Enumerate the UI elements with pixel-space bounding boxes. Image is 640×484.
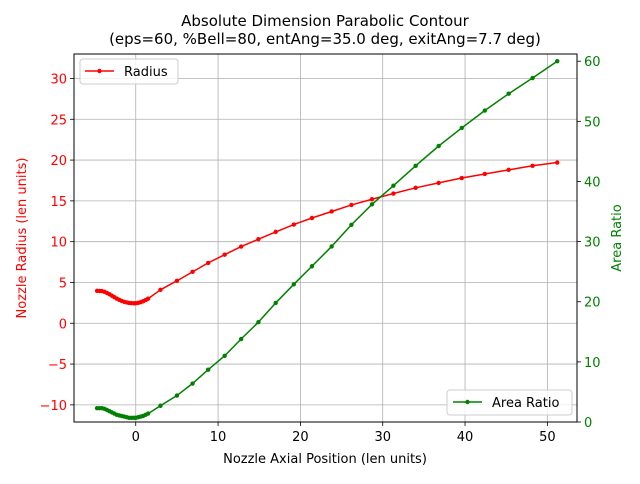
y-tick-label-right: 30	[584, 236, 601, 251]
radius-point	[145, 296, 151, 301]
legend-radius-label: Radius	[124, 65, 168, 80]
area-ratio-point	[291, 282, 297, 287]
y-tick-label-right: 40	[584, 175, 601, 190]
x-axis-label: Nozzle Axial Position (len units)	[223, 452, 427, 467]
area-ratio-point	[145, 411, 151, 416]
area-ratio-point	[459, 125, 464, 131]
legend-area-ratio-label: Area Ratio	[492, 396, 559, 411]
area-ratio-point	[174, 393, 180, 398]
x-tick-label: 30	[374, 430, 391, 445]
area-ratio-point	[158, 403, 163, 408]
y-tick-label-right: 0	[584, 416, 592, 431]
y-tick-label-right: 60	[584, 55, 601, 70]
radius-point	[205, 260, 211, 266]
chart-title: Absolute Dimension Parabolic Contour	[181, 12, 470, 30]
x-tick-label: 40	[457, 430, 474, 445]
y-tick-label-right: 20	[584, 296, 601, 311]
radius-point	[555, 160, 560, 165]
area-ratio-point	[256, 319, 261, 325]
area-ratio-point	[222, 353, 227, 359]
area-ratio-point	[329, 244, 334, 249]
x-tick-label: 50	[539, 430, 556, 445]
area-ratio-point	[391, 183, 396, 188]
tick-layer: 0 10 20 30 40 50 −10 −5 0 5 10 15 20 25 30 0 10 20 30 40 50 6…	[40, 55, 601, 445]
area-ratio-point	[530, 75, 535, 81]
radius-point	[309, 215, 315, 221]
y-tick-label-left: 25	[50, 113, 67, 128]
y-tick-label-left: 0	[59, 317, 67, 332]
radius-point	[329, 209, 334, 214]
area-ratio-point	[555, 59, 560, 64]
y-tick-label-left: 20	[50, 154, 67, 169]
radius-point	[349, 202, 354, 208]
x-tick-label: 10	[210, 430, 227, 445]
radius-point	[256, 237, 261, 242]
radius-point	[391, 191, 396, 196]
area-ratio-point	[273, 300, 278, 306]
area-ratio-point	[482, 108, 487, 113]
y-tick-label-left: 5	[59, 276, 67, 291]
x-tick-label: 20	[292, 430, 309, 445]
area-ratio-point	[506, 91, 511, 96]
radius-point	[530, 163, 535, 168]
radius-point	[436, 180, 441, 186]
grid-layer	[74, 54, 577, 422]
radius-point	[222, 252, 227, 257]
radius-point	[506, 167, 511, 173]
radius-point	[459, 175, 464, 181]
y-tick-label-left: −5	[48, 358, 67, 373]
legend-area-ratio-box	[446, 389, 573, 416]
y-tick-label-left: −10	[40, 399, 67, 414]
radius-point	[291, 222, 297, 227]
legend-area-ratio-marker	[465, 399, 470, 405]
legend-radius: Radius	[79, 58, 179, 85]
y-axis-label-left: Nozzle Radius (len units)	[15, 158, 30, 319]
y-tick-label-left: 10	[50, 236, 67, 251]
area-ratio-point	[436, 143, 441, 149]
radius-point	[369, 197, 375, 202]
legend-area-ratio: Area Ratio	[446, 389, 573, 416]
x-tick-label: 0	[132, 430, 140, 445]
y-tick-label-left: 15	[50, 195, 67, 210]
radius-point	[273, 229, 278, 235]
chart-subtitle: (eps=60, %Bell=80, entAng=35.0 deg, exit…	[109, 30, 541, 48]
radius-point	[174, 278, 180, 284]
y-tick-label-left: 30	[50, 72, 67, 87]
area-ratio-point	[309, 264, 315, 269]
area-ratio-point	[413, 163, 418, 169]
radius-point	[413, 185, 418, 191]
area-ratio-point	[190, 381, 195, 386]
radius-point	[190, 269, 195, 275]
y-axis-label-right: Area Ratio	[610, 204, 625, 271]
legend-radius-box	[79, 58, 179, 85]
legend-radius-marker	[97, 68, 102, 74]
area-ratio-point	[369, 202, 375, 207]
series-layer	[94, 59, 560, 420]
area-ratio-point	[205, 367, 211, 372]
radius-point	[158, 287, 163, 293]
radius-point	[482, 171, 487, 177]
y-tick-label-right: 10	[584, 356, 601, 371]
plot-frame	[73, 53, 578, 423]
y-tick-label-right: 50	[584, 115, 601, 130]
area-ratio-point	[349, 222, 354, 227]
radius-point	[238, 244, 244, 249]
area-ratio-point	[238, 336, 244, 342]
